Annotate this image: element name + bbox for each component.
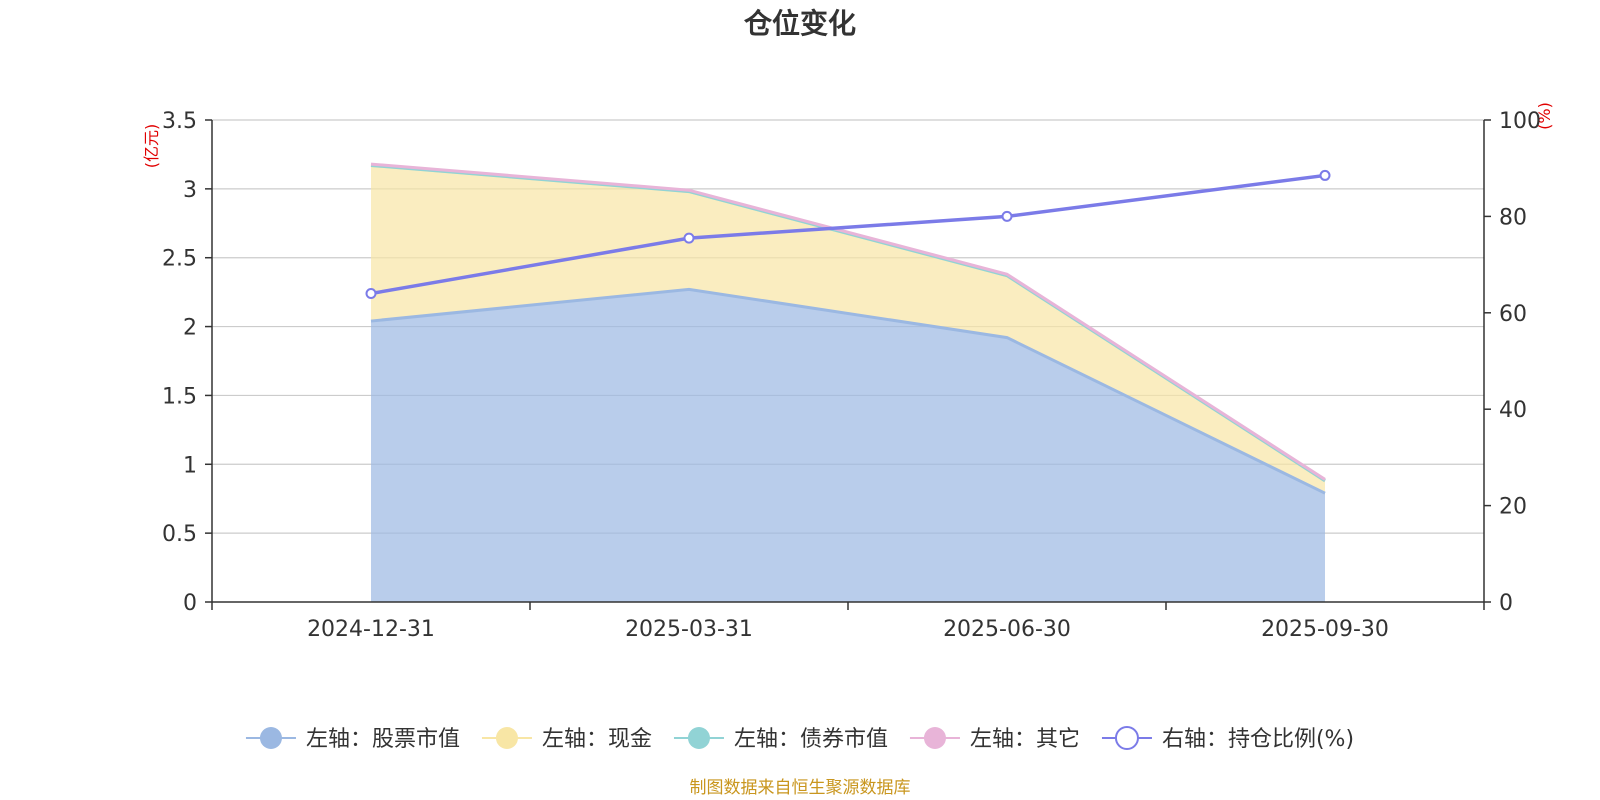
right-tick-label: 20 (1499, 495, 1527, 520)
legend-marker (1114, 726, 1139, 750)
area-1 (371, 165, 1325, 494)
legend-label: 左轴：债券市值 (734, 727, 888, 752)
legend-item-0: 左轴：股票市值 (245, 727, 460, 752)
ratio-point (365, 288, 377, 300)
area-line-3 (370, 162, 1326, 481)
legend-item-2: 左轴：债券市值 (673, 727, 888, 752)
legend-label: 左轴：现金 (542, 727, 652, 752)
legend-marker (259, 727, 282, 749)
ratio-point (1319, 169, 1331, 181)
right-axis-unit: (%) (1535, 102, 1554, 130)
legend-item-1: 左轴：现金 (481, 727, 652, 752)
legend-item-4: 右轴：持仓比例(%) (1101, 726, 1354, 752)
legend-marker (495, 727, 518, 749)
legend-label: 右轴：持仓比例(%) (1162, 727, 1354, 752)
left-tick-label: 0 (183, 591, 197, 616)
legend-item-3: 左轴：其它 (909, 727, 1080, 752)
ratio-line (370, 173, 1326, 296)
right-tick-label: 80 (1499, 205, 1527, 230)
left-tick-label: 1 (183, 453, 197, 478)
legend-marker (687, 727, 710, 749)
axes: 0 0.5 1 1.5 2 2.5 3 3.5 0 20 40 60 80 100 2024-12-31 20… (162, 109, 1541, 642)
right-tick-label: 60 (1499, 302, 1527, 327)
x-tick-label: 2025-03-31 (625, 617, 753, 642)
right-tick-label: 40 (1499, 398, 1527, 423)
left-axis-unit: (亿元) (142, 124, 161, 169)
area-0 (371, 289, 1325, 602)
ratio-point (1001, 210, 1013, 222)
holding-ratio-line (365, 169, 1331, 300)
legend-marker (923, 727, 946, 749)
left-tick-label: 1.5 (162, 384, 197, 409)
legend-label: 左轴：其它 (970, 727, 1080, 752)
legend-label: 左轴：股票市值 (306, 727, 460, 752)
left-tick-label: 0.5 (162, 522, 197, 547)
x-tick-label: 2025-09-30 (1261, 617, 1389, 642)
left-tick-label: 3 (183, 178, 197, 203)
ratio-point (683, 232, 695, 244)
chart-title: 仓位变化 (744, 7, 856, 40)
left-tick-label: 2 (183, 316, 197, 341)
footer-source: 制图数据来自恒生聚源数据库 (690, 778, 911, 798)
legend: 左轴：股票市值 左轴：现金 左轴：债券市值 左轴：其它 右轴：持仓比例(%) (245, 726, 1354, 752)
left-tick-label: 2.5 (162, 247, 197, 272)
area-line-0 (370, 287, 1326, 495)
right-tick-label: 100 (1499, 109, 1541, 134)
x-tick-label: 2024-12-31 (307, 617, 435, 642)
left-tick-label: 3.5 (162, 109, 197, 134)
stacked-areas (370, 162, 1326, 602)
x-tick-label: 2025-06-30 (943, 617, 1071, 642)
right-tick-label: 0 (1499, 591, 1513, 616)
